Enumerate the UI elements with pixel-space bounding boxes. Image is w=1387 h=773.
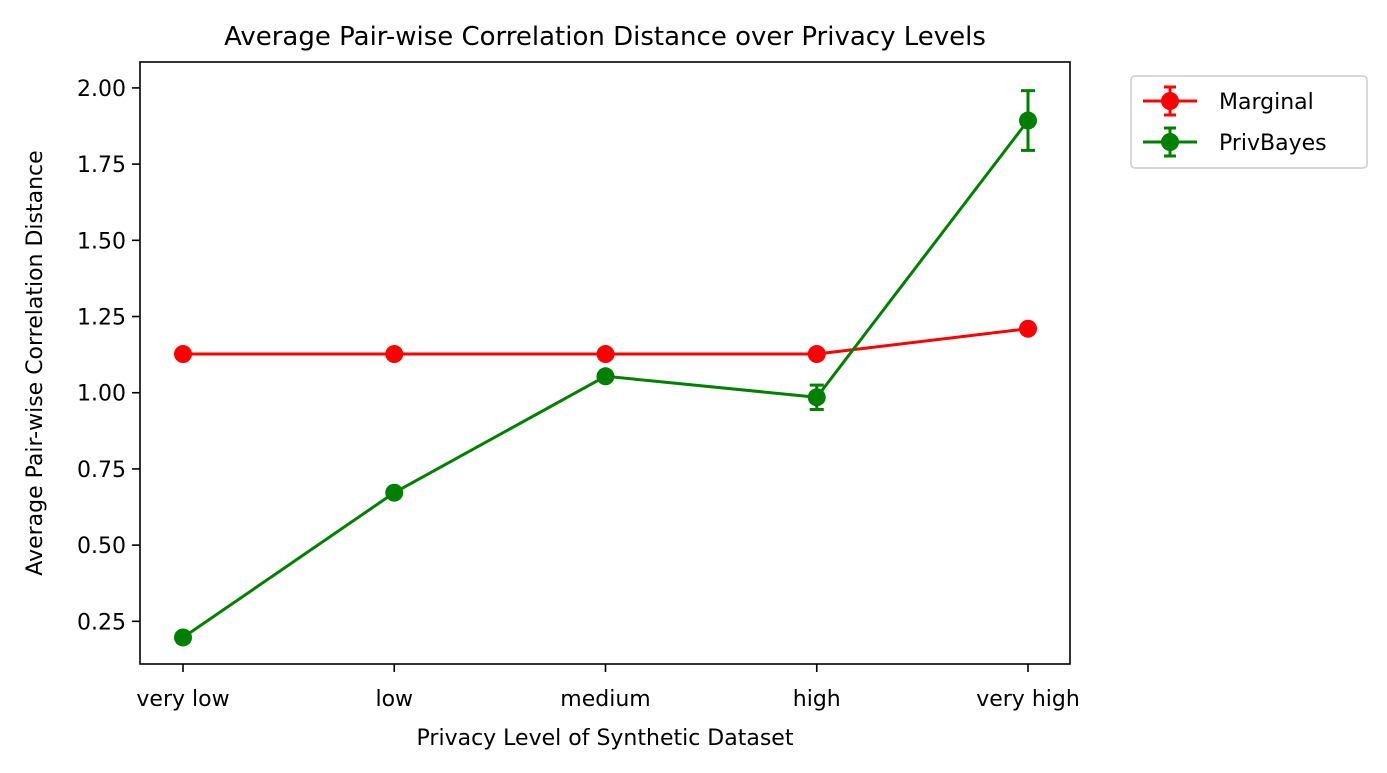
data-point — [596, 345, 615, 364]
data-point — [385, 483, 404, 502]
data-point — [385, 345, 404, 364]
y-tick-label: 0.25 — [77, 610, 126, 635]
chart-title: Average Pair-wise Correlation Distance o… — [224, 22, 986, 52]
legend-label: Marginal — [1219, 90, 1314, 115]
x-tick-label: very low — [136, 687, 229, 712]
legend: Marginal PrivBayes — [1130, 75, 1368, 169]
series-marginal — [174, 319, 1037, 364]
x-tick-label: very high — [976, 687, 1080, 712]
data-point — [807, 388, 826, 407]
legend-marker — [1161, 133, 1179, 151]
y-axis-title: Average Pair-wise Correlation Distance — [23, 150, 48, 575]
x-axis: very low low medium high very high — [136, 664, 1080, 712]
x-tick-label: low — [375, 687, 413, 712]
y-tick-label: 2.00 — [77, 77, 126, 102]
y-axis: 0.25 0.50 0.75 1.00 1.25 1.50 1.75 2.00 — [77, 77, 140, 635]
y-tick-label: 1.75 — [77, 153, 126, 178]
legend-item-privbayes: PrivBayes — [1143, 126, 1327, 158]
series-privbayes — [174, 89, 1037, 647]
data-point — [174, 345, 192, 364]
x-tick-label: medium — [560, 687, 650, 712]
y-tick-label: 0.50 — [77, 534, 126, 559]
data-point — [596, 367, 615, 386]
plot-area — [174, 89, 1037, 647]
data-point — [1019, 111, 1037, 130]
data-point — [174, 628, 192, 647]
legend-item-marginal: Marginal — [1143, 85, 1314, 117]
y-tick-label: 1.25 — [77, 306, 126, 331]
legend-frame — [1130, 75, 1368, 169]
plot-frame — [139, 61, 1071, 665]
y-tick-label: 1.50 — [77, 229, 126, 254]
legend-label: PrivBayes — [1219, 131, 1327, 156]
y-tick-label: 1.00 — [77, 382, 126, 407]
y-tick-label: 0.75 — [77, 458, 126, 483]
legend-marker — [1161, 92, 1179, 110]
x-axis-title: Privacy Level of Synthetic Dataset — [417, 726, 794, 751]
x-tick-label: high — [793, 687, 841, 712]
data-point — [1019, 319, 1037, 338]
data-point — [807, 345, 826, 364]
